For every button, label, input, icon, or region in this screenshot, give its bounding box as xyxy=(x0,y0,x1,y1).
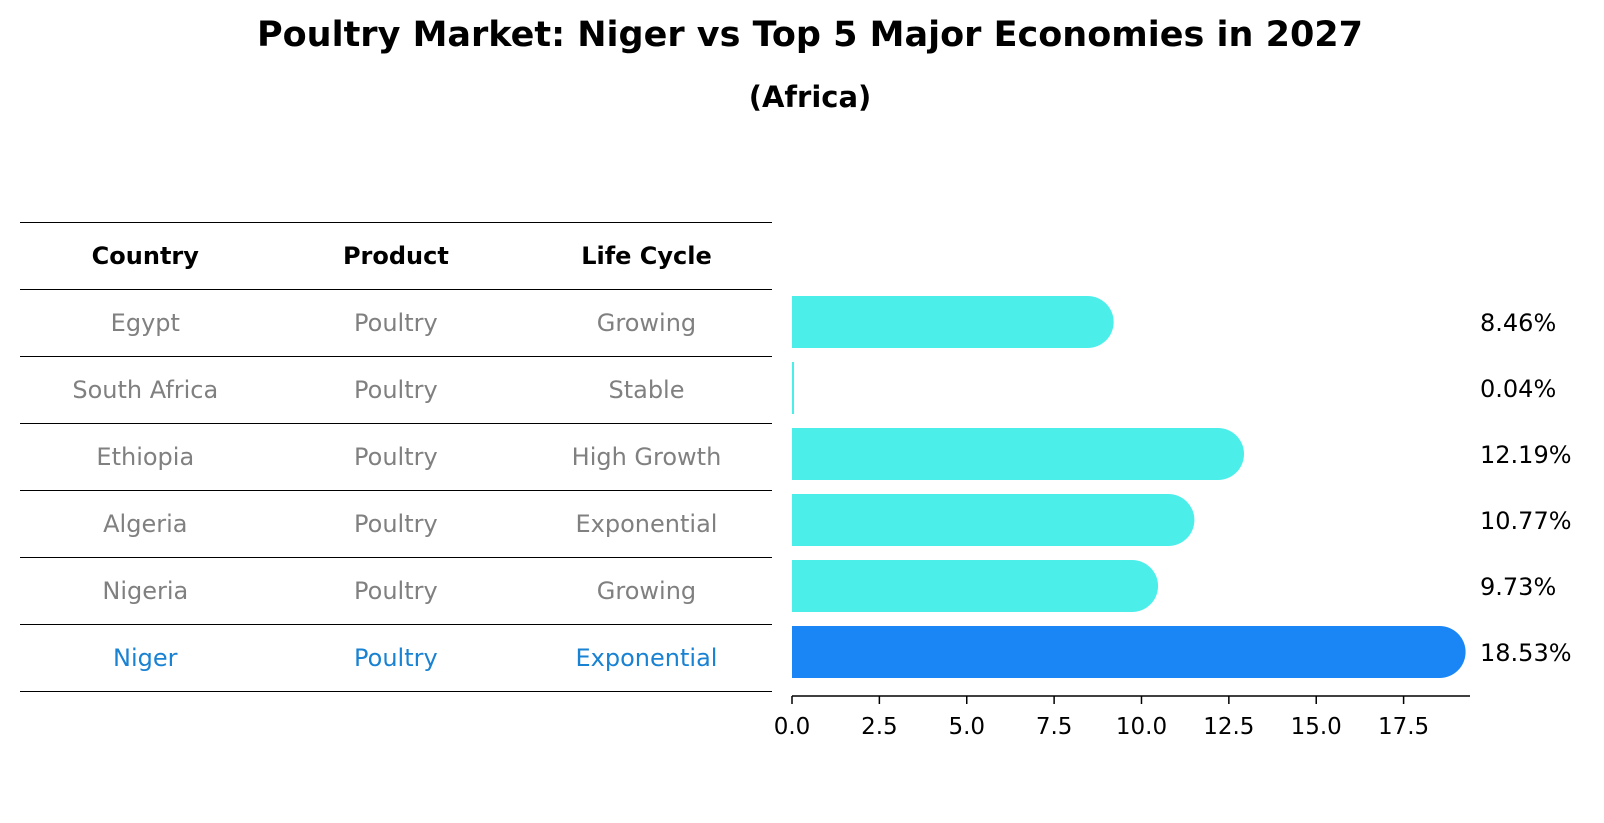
data-table: Country Product Life Cycle Egypt Poultry… xyxy=(20,222,772,692)
cell-country: Algeria xyxy=(103,510,188,538)
x-tick-label: 17.5 xyxy=(1378,714,1429,740)
cell-life-cycle: Exponential xyxy=(575,644,718,672)
chart-title: Poultry Market: Niger vs Top 5 Major Eco… xyxy=(256,15,1364,55)
bars-group xyxy=(792,296,1466,678)
table-row: Egypt Poultry Growing xyxy=(20,289,772,356)
cell-country: Niger xyxy=(113,644,178,672)
x-tick-label: 10.0 xyxy=(1116,714,1167,740)
x-axis-ticks: 0.0 2.5 5.0 7.5 10.0 12.5 15.0 17.5 xyxy=(774,696,1429,740)
value-label: 18.53% xyxy=(1480,639,1572,667)
x-tick-label: 5.0 xyxy=(948,714,985,740)
bar xyxy=(792,296,1114,348)
header-life-cycle: Life Cycle xyxy=(581,242,712,270)
x-tick-label: 0.0 xyxy=(774,714,811,740)
table-row: Nigeria Poultry Growing xyxy=(20,557,772,624)
cell-product: Poultry xyxy=(354,510,438,538)
x-tick-label: 15.0 xyxy=(1291,714,1342,740)
cell-product: Poultry xyxy=(354,577,438,605)
cell-life-cycle: Growing xyxy=(596,309,697,337)
value-label: 0.04% xyxy=(1480,375,1556,403)
x-tick-label: 12.5 xyxy=(1203,714,1254,740)
cell-country: Ethiopia xyxy=(96,443,195,471)
value-labels-group: 8.46% 0.04% 12.19% 10.77% 9.73% 18.53% xyxy=(1480,309,1572,667)
cell-life-cycle: High Growth xyxy=(571,443,722,471)
value-label: 8.46% xyxy=(1480,309,1556,337)
table-row: Algeria Poultry Exponential xyxy=(20,490,772,557)
value-label: 12.19% xyxy=(1480,441,1572,469)
cell-country: Nigeria xyxy=(102,577,189,605)
cell-country: Egypt xyxy=(110,309,180,337)
table-header-row: Country Product Life Cycle xyxy=(20,222,772,289)
bar xyxy=(792,494,1195,546)
cell-product: Poultry xyxy=(354,443,438,471)
bar xyxy=(792,428,1245,480)
bar-highlight xyxy=(792,626,1466,678)
header-country: Country xyxy=(91,242,199,270)
table-row-highlight: Niger Poultry Exponential xyxy=(20,624,772,692)
bar xyxy=(792,560,1159,612)
cell-product: Poultry xyxy=(354,376,438,404)
x-tick-label: 7.5 xyxy=(1036,714,1073,740)
cell-product: Poultry xyxy=(354,644,438,672)
header-product: Product xyxy=(342,242,449,270)
table-row: South Africa Poultry Stable xyxy=(20,356,772,423)
cell-country: South Africa xyxy=(72,376,219,404)
cell-life-cycle: Exponential xyxy=(575,510,718,538)
cell-life-cycle: Growing xyxy=(596,577,697,605)
chart-subtitle: (Africa) xyxy=(748,80,872,114)
x-tick-label: 2.5 xyxy=(861,714,898,740)
cell-life-cycle: Stable xyxy=(608,376,685,404)
bar xyxy=(792,362,794,414)
cell-product: Poultry xyxy=(354,309,438,337)
value-label: 9.73% xyxy=(1480,573,1556,601)
value-label: 10.77% xyxy=(1480,507,1572,535)
table-row: Ethiopia Poultry High Growth xyxy=(20,423,772,490)
